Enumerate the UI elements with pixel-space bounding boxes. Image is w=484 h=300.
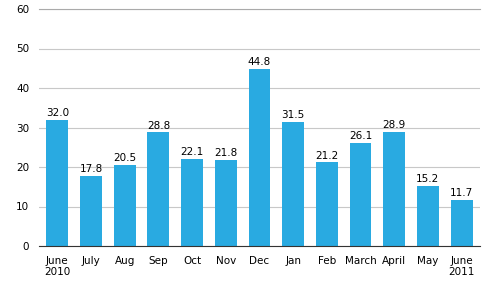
Bar [416,186,438,246]
Bar [315,162,337,246]
Bar [46,120,68,246]
Bar [80,176,102,246]
Bar [382,132,404,246]
Text: 15.2: 15.2 [415,174,439,184]
Text: 31.5: 31.5 [281,110,304,120]
Bar [214,160,236,246]
Text: 21.2: 21.2 [315,151,338,161]
Bar [181,159,203,246]
Text: 28.8: 28.8 [147,121,170,131]
Text: 32.0: 32.0 [45,108,69,118]
Text: 17.8: 17.8 [79,164,103,174]
Bar [248,69,270,246]
Text: 21.8: 21.8 [214,148,237,158]
Text: 11.7: 11.7 [449,188,472,198]
Text: 44.8: 44.8 [247,58,271,68]
Text: 22.1: 22.1 [180,147,203,157]
Text: 20.5: 20.5 [113,153,136,164]
Bar [114,165,136,246]
Bar [147,132,169,246]
Bar [282,122,303,246]
Bar [349,143,371,246]
Bar [450,200,471,246]
Text: 28.9: 28.9 [382,120,405,130]
Text: 26.1: 26.1 [348,131,371,141]
